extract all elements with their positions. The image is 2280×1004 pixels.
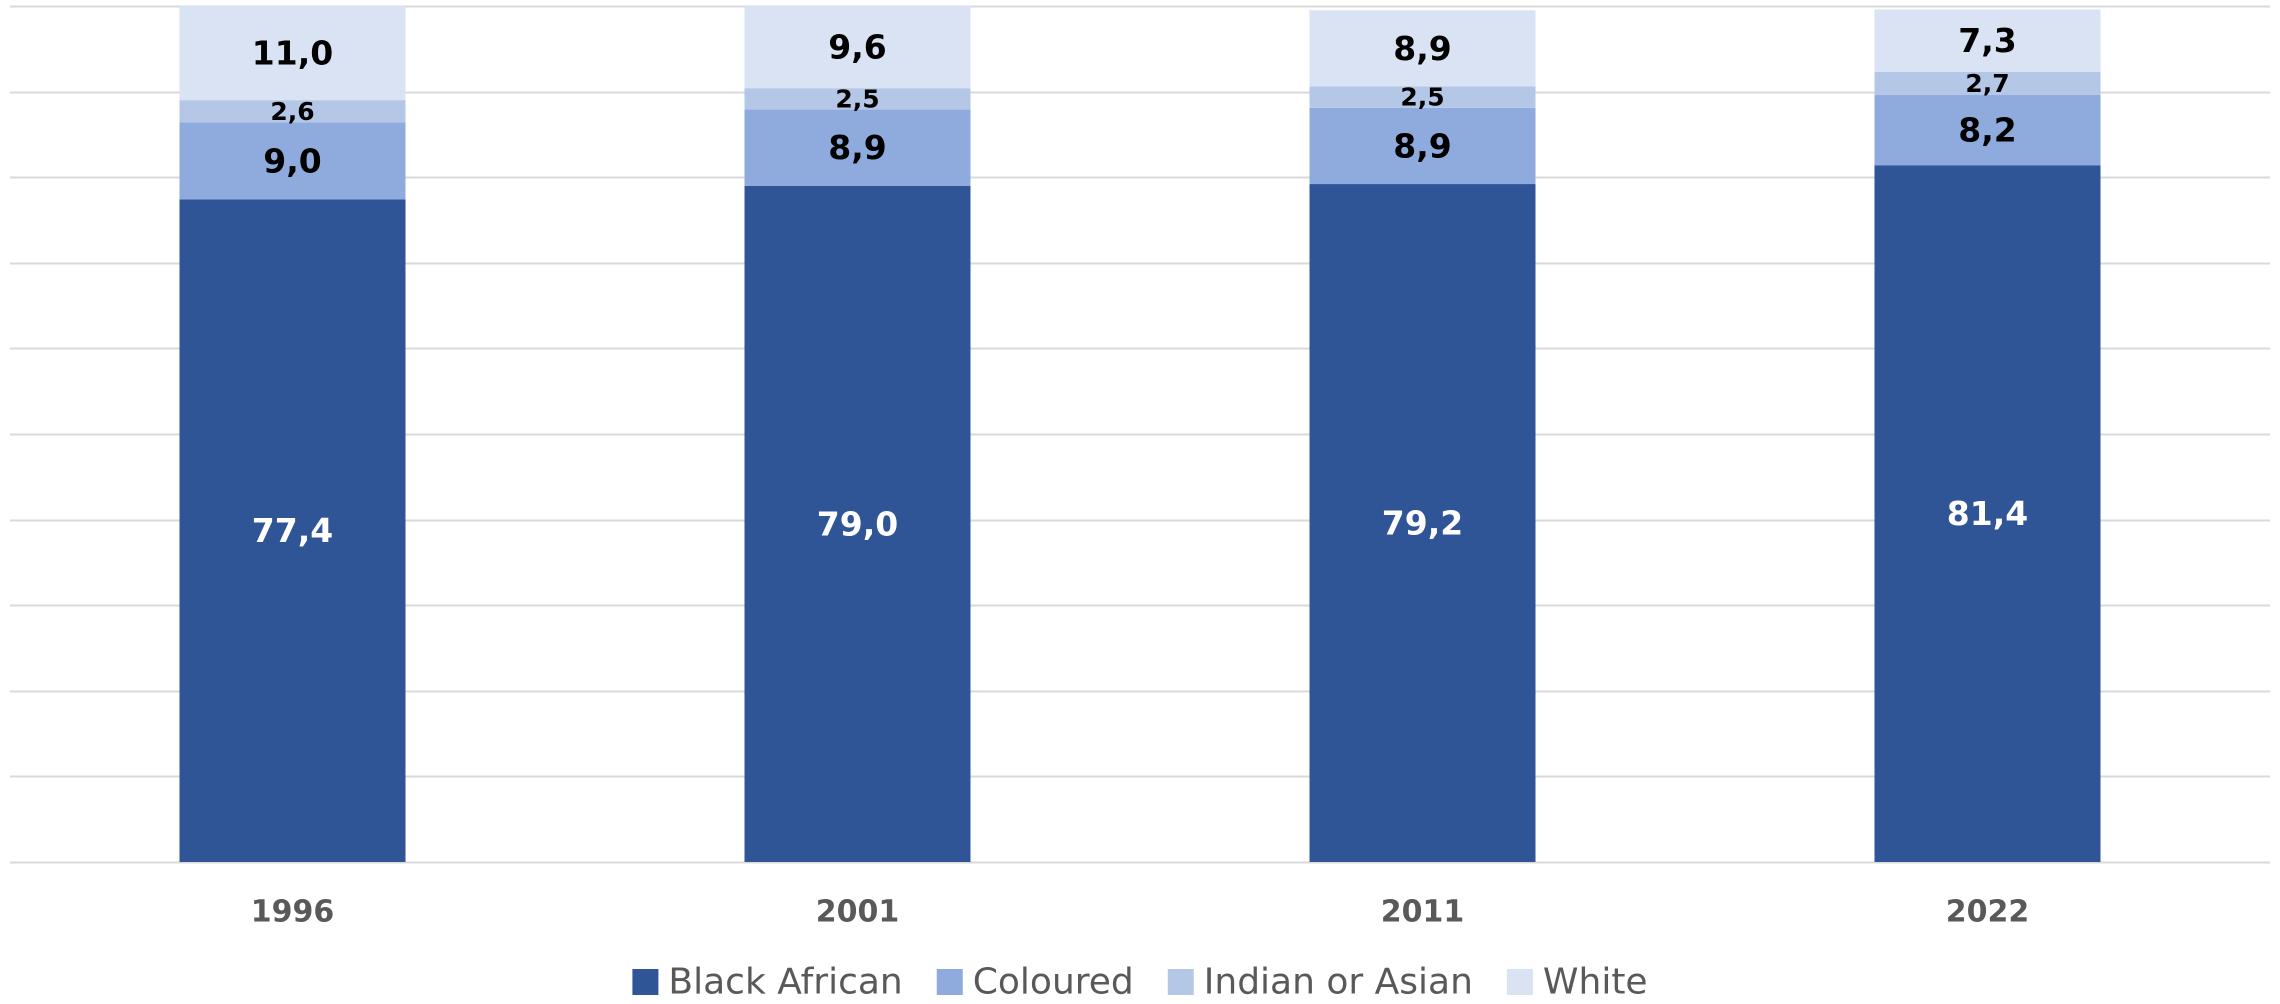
data-label-indian-or-asian-2011: 2,5: [1400, 83, 1444, 112]
data-label-coloured-2001: 8,9: [828, 128, 886, 167]
x-tick-label-2001: 2001: [816, 895, 900, 930]
bar-coloured-2011: [1309, 107, 1536, 185]
legend-label-black-african: Black African: [668, 962, 902, 1003]
data-label-black-african-2011: 79,2: [1382, 504, 1463, 543]
data-label-indian-or-asian-2001: 2,5: [835, 84, 879, 113]
bar-indian-or-asian-1996: [179, 100, 406, 123]
legend-swatch-white: [1506, 969, 1533, 995]
data-label-black-african-2001: 79,0: [817, 504, 898, 543]
bar-black-african-2011: [1309, 184, 1536, 863]
bar-white-2001: [744, 6, 971, 89]
legend-item-black-african: Black African: [632, 962, 903, 1003]
data-label-coloured-2022: 8,2: [1958, 111, 2016, 150]
legend-label-indian-or-asian: Indian or Asian: [1204, 962, 1473, 1003]
data-label-white-2001: 9,6: [828, 28, 886, 67]
legend-swatch-indian-or-asian: [1167, 969, 1194, 995]
legend-swatch-black-african: [632, 969, 659, 995]
bar-black-african-1996: [179, 199, 406, 862]
data-labels: 77,4 9,0 2,6 11,0 79,0 8,9 2,5 9,6 79,2 8,9 2,5 8,9…: [252, 21, 2028, 550]
bars: [179, 6, 2101, 863]
x-tick-label-2022: 2022: [1946, 895, 2030, 930]
bar-white-2022: [1874, 9, 2101, 72]
bar-coloured-2022: [1874, 95, 2101, 166]
data-label-coloured-2011: 8,9: [1393, 126, 1451, 165]
x-tick-label-1996: 1996: [251, 895, 335, 930]
legend-item-indian-or-asian: Indian or Asian: [1167, 962, 1473, 1003]
x-axis-tick-labels: 1996 2001 2011 2022: [251, 895, 2030, 930]
bar-indian-or-asian-2011: [1309, 86, 1536, 108]
legend-swatch-coloured: [936, 969, 963, 995]
bar-white-2011: [1309, 10, 1536, 87]
data-label-white-1996: 11,0: [252, 34, 333, 73]
data-label-coloured-1996: 9,0: [263, 141, 321, 180]
legend-item-white: White: [1506, 962, 1648, 1003]
bar-coloured-2001: [744, 109, 971, 186]
legend-item-coloured: Coloured: [936, 962, 1134, 1003]
data-label-black-african-1996: 77,4: [252, 511, 333, 550]
legend-label-coloured: Coloured: [973, 962, 1134, 1003]
legend-label-white: White: [1543, 962, 1648, 1003]
bar-indian-or-asian-2001: [744, 88, 971, 110]
data-label-black-african-2022: 81,4: [1947, 494, 2028, 533]
data-label-indian-or-asian-1996: 2,6: [270, 97, 314, 126]
x-tick-label-2011: 2011: [1381, 895, 1465, 930]
bar-white-1996: [179, 6, 406, 101]
bar-black-african-2001: [744, 185, 971, 862]
bar-indian-or-asian-2022: [1874, 71, 2101, 96]
data-label-white-2011: 8,9: [1393, 29, 1451, 68]
legend: Black African Coloured Indian or Asian Whit…: [632, 962, 1648, 1003]
data-label-white-2022: 7,3: [1958, 21, 2016, 60]
bar-black-african-2022: [1874, 165, 2101, 862]
bar-coloured-1996: [179, 122, 406, 200]
data-label-indian-or-asian-2022: 2,7: [1965, 69, 2009, 98]
